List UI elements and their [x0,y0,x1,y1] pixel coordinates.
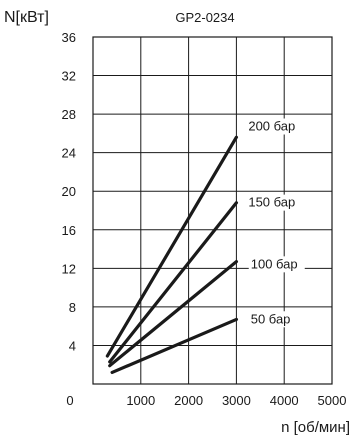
series-line [105,135,238,358]
x-tick-label: 4000 [270,393,299,408]
plot-frame [92,36,333,385]
series-label-bg [246,194,303,211]
x-tick-label: 2000 [174,393,203,408]
x-axis-label: n [об/мин] [281,419,350,436]
series-label-bg [248,256,305,273]
y-tick-labels: 4 8 12 16 20 24 28 32 36 [62,30,76,353]
y-tick-label: 8 [69,300,76,315]
x-tick-label: 5000 [318,393,347,408]
y-tick-label: 28 [62,107,76,122]
y-tick-label: 4 [69,338,76,353]
series-label: 50 бар [251,311,291,326]
x-origin-label: 0 [66,393,73,408]
y-axis-label: N[кВт] [4,9,49,26]
y-tick-label: 36 [62,30,76,45]
y-tick-label: 16 [62,223,76,238]
x-tick-label: 1000 [126,393,155,408]
series-line [108,259,238,368]
series-line [110,317,238,375]
series-label: 150 бар [248,195,295,210]
series-line [108,201,238,364]
x-tick-label: 3000 [222,393,251,408]
series-label-bg [246,118,303,135]
series-label-bg [248,311,305,328]
y-tick-label: 24 [62,146,76,161]
y-tick-label: 32 [62,69,76,84]
series-label: 200 бар [248,118,295,133]
y-tick-label: 20 [62,184,76,199]
x-tick-labels: 1000 2000 3000 4000 5000 [126,393,346,408]
plot-border [92,36,333,385]
chart-title: GP2-0234 [175,10,234,25]
series-layer: 50 бар 100 бар 150 бар 200 бар [105,118,305,375]
series-label: 100 бар [251,256,298,271]
y-tick-label: 12 [62,261,76,276]
